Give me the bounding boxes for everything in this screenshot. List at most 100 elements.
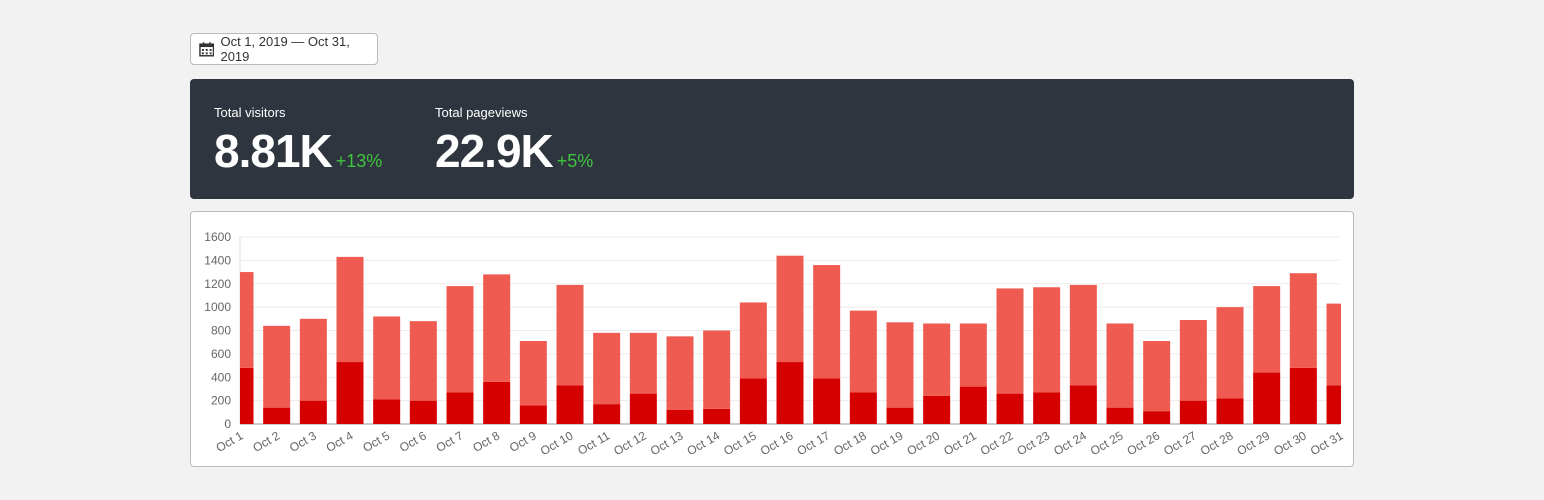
bar-segment [240,272,254,368]
x-tick-label: Oct 30 [1271,428,1309,458]
x-tick-label: Oct 15 [721,428,759,458]
bar-segment [556,284,584,386]
bar-segment [373,399,401,424]
stats-panel: Total visitors 8.81K +13% Total pageviews… [190,79,1354,199]
y-tick-label: 800 [211,324,231,338]
x-tick-label: Oct 11 [575,428,612,458]
bar-segment [996,288,1024,394]
bar-segment [519,341,547,406]
date-range-picker[interactable]: Oct 1, 2019 — Oct 31, 2019 [190,33,378,65]
x-tick-label: Oct 23 [1015,428,1053,458]
x-tick-label: Oct 25 [1088,428,1126,458]
bar-segment [739,378,767,424]
bar-segment [923,323,951,396]
stat: Total pageviews 22.9K +5% [435,105,593,178]
x-tick-label: Oct 27 [1161,428,1199,458]
stat-label: Total pageviews [435,105,528,120]
stat: Total visitors 8.81K +13% [214,105,382,178]
bar-segment [1253,286,1281,373]
x-tick-label: Oct 26 [1125,428,1163,458]
bar-segment [813,265,841,379]
bar-segment [373,316,401,400]
bar-segment [1326,385,1341,424]
bar-segment [299,400,327,424]
x-tick-label: Oct 1 [214,428,246,455]
bar-segment [1289,273,1317,368]
bar-segment [1106,407,1134,424]
bar-segment [666,409,694,424]
x-tick-label: Oct 5 [360,428,392,455]
x-tick-label: Oct 28 [1198,428,1236,458]
bar-segment [556,385,584,424]
x-tick-label: Oct 12 [611,428,649,458]
bar-segment [703,330,731,409]
y-tick-label: 0 [224,417,231,431]
bar-segment [1179,319,1207,401]
bar-segment [409,321,437,401]
bar-segment [593,332,621,405]
y-tick-label: 1200 [204,277,231,291]
bar-segment [263,325,291,408]
x-tick-label: Oct 2 [250,428,282,455]
bar-segment [629,393,657,424]
x-tick-label: Oct 8 [470,428,502,455]
x-tick-label: Oct 19 [868,428,906,458]
bar-segment [739,302,767,379]
bar-segment [923,395,951,424]
stat-change: +13% [335,151,383,171]
bar-segment [776,255,804,363]
x-tick-label: Oct 4 [324,428,356,455]
bar-segment [1289,367,1317,424]
bar-segment [1033,392,1061,424]
bar-segment [240,367,254,424]
bar-segment [666,336,694,410]
x-tick-label: Oct 20 [905,428,943,458]
x-tick-label: Oct 24 [1051,428,1089,458]
y-tick-label: 200 [211,394,231,408]
bar-segment [1069,385,1097,424]
x-tick-label: Oct 13 [648,428,686,458]
bar-segment [1216,307,1244,399]
bar-segment [446,286,474,393]
bar-segment [409,400,437,424]
stat-value: 22.9K [435,125,554,177]
bar-segment [1033,287,1061,393]
stat-label: Total visitors [214,105,286,120]
x-tick-label: Oct 10 [538,428,576,458]
y-tick-label: 400 [211,370,231,384]
bar-segment [1143,341,1171,412]
bar-segment [593,404,621,424]
stat-change: +5% [556,151,594,171]
bar-segment [886,407,914,424]
bar-segment [336,362,364,424]
x-tick-label: Oct 6 [397,428,429,455]
bar-segment [996,393,1024,424]
y-tick-label: 1600 [204,230,231,244]
bar-segment [519,405,547,424]
bar-segment [813,378,841,424]
bar-segment [1326,303,1341,386]
bar-segment [703,408,731,424]
bar-segment [336,256,364,363]
bar-segment [776,362,804,424]
bar-segment [483,381,511,424]
bar-segment [299,318,327,401]
calendar-icon [199,42,215,57]
x-tick-label: Oct 7 [434,428,466,455]
bar-segment [849,392,877,424]
bar-segment [1179,400,1207,424]
x-tick-label: Oct 14 [685,428,723,458]
x-tick-label: Oct 9 [507,428,539,455]
x-tick-label: Oct 17 [795,428,833,458]
bar-segment [849,310,877,393]
bar-segment [446,392,474,424]
bar-segment [629,332,657,394]
bar-segment [959,323,987,387]
bars [240,255,1341,424]
x-tick-label: Oct 16 [758,428,796,458]
bar-segment [1106,323,1134,408]
bar-segment [1143,411,1171,424]
